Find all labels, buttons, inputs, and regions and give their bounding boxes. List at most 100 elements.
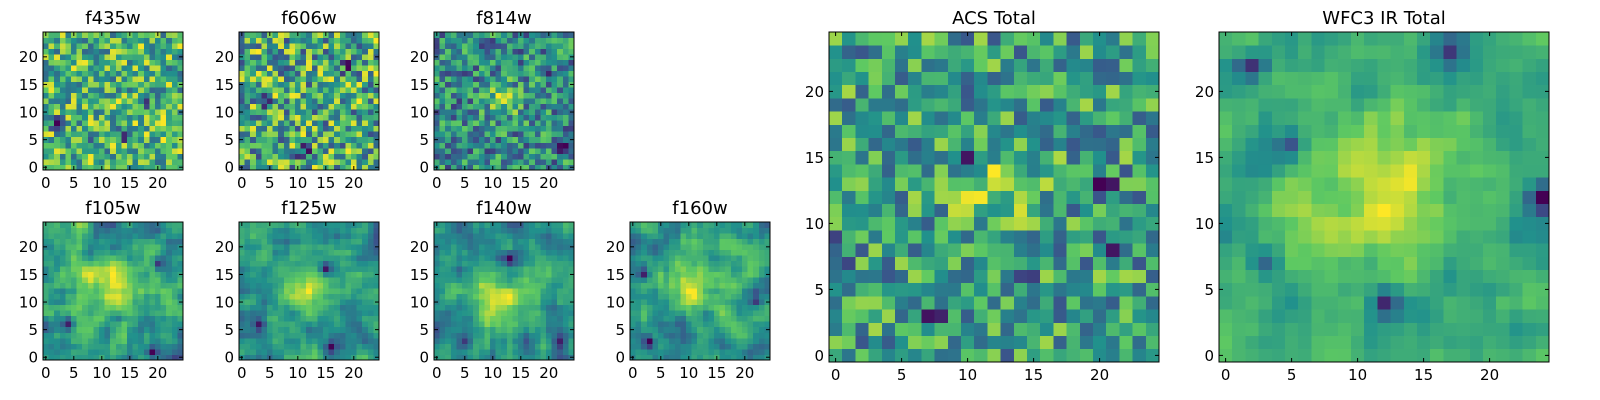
heatmap-cell — [239, 310, 245, 317]
heatmap-cell — [512, 249, 519, 256]
heatmap-cell — [65, 354, 72, 361]
heatmap-cell — [317, 249, 324, 256]
heatmap-cell — [663, 348, 670, 355]
heatmap-cell — [961, 256, 975, 270]
heatmap-cell — [663, 266, 670, 273]
heatmap-cell — [546, 92, 552, 99]
heatmap-cell — [562, 98, 569, 105]
heatmap-cell — [434, 293, 440, 300]
heatmap-cell — [82, 238, 89, 245]
heatmap-cell — [93, 249, 100, 256]
heatmap-cell — [367, 354, 374, 361]
heatmap-cell — [127, 238, 133, 245]
heatmap-cell — [758, 222, 765, 228]
heatmap-cell — [278, 76, 285, 83]
heatmap-cell — [450, 37, 457, 44]
heatmap-cell — [311, 282, 318, 289]
heatmap-cell — [323, 65, 329, 71]
heatmap-cell — [87, 87, 94, 94]
x-tick-label: 0 — [41, 174, 51, 192]
heatmap-cell — [490, 260, 496, 267]
heatmap-cell — [356, 249, 363, 256]
heatmap-cell — [356, 348, 363, 355]
heatmap-cell — [115, 136, 122, 143]
heatmap-cell — [138, 114, 145, 121]
heatmap-cell — [714, 348, 720, 355]
heatmap-cell — [529, 98, 536, 105]
heatmap-cell — [562, 114, 569, 121]
heatmap-cell — [669, 244, 676, 250]
heatmap-cell — [1119, 216, 1133, 231]
heatmap-cell — [48, 136, 55, 143]
heatmap-cell — [373, 277, 380, 284]
heatmap-cell — [974, 230, 988, 244]
heatmap-cell — [658, 326, 664, 333]
heatmap-cell — [115, 114, 122, 121]
heatmap-cell — [961, 177, 975, 191]
heatmap-cell — [747, 348, 754, 355]
heatmap-cell — [445, 299, 452, 306]
heatmap-cell — [160, 158, 167, 165]
heatmap-cell — [1145, 164, 1160, 178]
heatmap-cell — [680, 238, 687, 245]
heatmap-cell — [473, 343, 480, 350]
heatmap-cell — [473, 37, 480, 44]
heatmap-cell — [467, 266, 474, 273]
heatmap-cell — [456, 326, 463, 333]
heatmap-cell — [546, 98, 552, 105]
heatmap-cell — [87, 153, 94, 160]
heatmap-cell — [523, 266, 530, 273]
heatmap-cell — [295, 249, 301, 256]
heatmap-cell — [166, 92, 173, 99]
heatmap-cell — [842, 322, 856, 336]
heatmap-cell — [529, 153, 536, 160]
heatmap-cell — [334, 238, 341, 245]
heatmap-cell — [490, 299, 496, 306]
heatmap-cell — [439, 131, 446, 138]
heatmap-cell — [868, 150, 883, 165]
heatmap-cell — [546, 260, 552, 267]
heatmap-cell — [160, 255, 167, 261]
heatmap-cell — [311, 103, 318, 110]
heatmap-cell — [87, 321, 94, 328]
heatmap-cell — [43, 59, 49, 66]
heatmap-cell — [557, 59, 564, 66]
heatmap-cell — [674, 326, 681, 333]
heatmap-cell — [512, 233, 519, 239]
heatmap-cell — [93, 81, 100, 88]
heatmap-cell — [691, 238, 698, 245]
heatmap-cell — [59, 354, 66, 361]
heatmap-cell — [557, 255, 564, 261]
heatmap-cell — [132, 131, 139, 138]
heatmap-cell — [373, 238, 380, 245]
heatmap-cell — [323, 282, 329, 289]
heatmap-cell — [551, 244, 558, 250]
heatmap-cell — [725, 244, 732, 250]
heatmap-cell — [512, 244, 519, 250]
heatmap-cell — [65, 321, 72, 328]
heatmap-cell — [99, 321, 105, 328]
heatmap-cell — [289, 153, 296, 160]
heatmap-cell — [501, 255, 508, 261]
heatmap-cell — [155, 37, 161, 44]
x-tick-label: 20 — [148, 364, 167, 382]
heatmap-cell — [445, 321, 452, 328]
heatmap-cell — [339, 70, 346, 77]
heatmap-cell — [456, 147, 463, 154]
heatmap-cell — [261, 255, 268, 261]
heatmap-cell — [177, 277, 184, 284]
heatmap-cell — [467, 59, 474, 66]
heatmap-cell — [283, 54, 290, 60]
heatmap-cell — [272, 131, 279, 138]
heatmap-cell — [300, 37, 307, 44]
heatmap-cell — [473, 304, 480, 311]
heatmap-cell — [842, 282, 856, 297]
heatmap-cell — [272, 70, 279, 77]
heatmap-cell — [568, 227, 575, 234]
x-tick-label: 15 — [316, 364, 335, 382]
heatmap-cell — [512, 332, 519, 339]
heatmap-cell — [115, 164, 122, 171]
heatmap-cell — [110, 153, 117, 160]
heatmap-cell — [680, 299, 687, 306]
heatmap-cell — [300, 98, 307, 105]
